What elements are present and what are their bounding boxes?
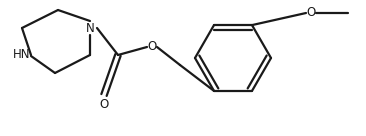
Text: N: N: [86, 21, 94, 35]
Text: HN: HN: [13, 49, 31, 61]
Text: O: O: [306, 7, 315, 19]
Text: O: O: [100, 98, 109, 110]
Text: O: O: [147, 41, 157, 53]
